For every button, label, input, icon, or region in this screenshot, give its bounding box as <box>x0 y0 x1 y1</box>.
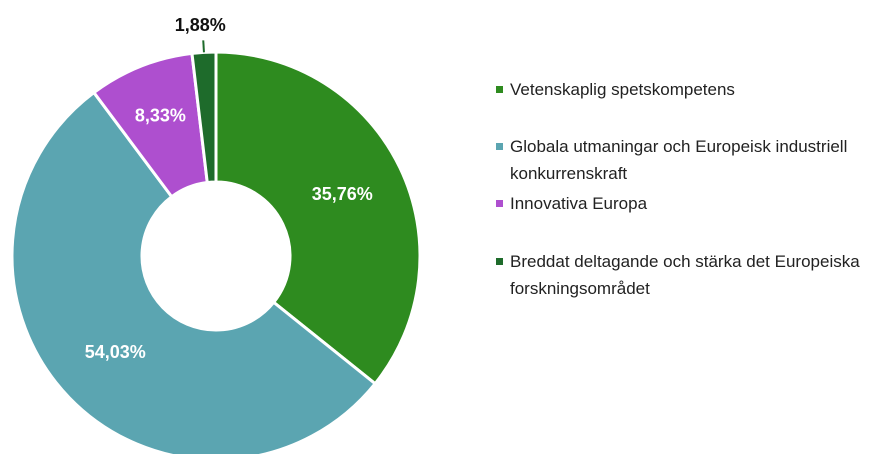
legend-label: Globala utmaningar och Europeisk industr… <box>510 137 848 183</box>
legend-swatch <box>496 86 503 93</box>
slice <box>190 50 218 185</box>
value-label: 35,76% <box>312 184 373 204</box>
value-label: 8,33% <box>135 105 186 125</box>
slice <box>10 90 378 454</box>
leader-line <box>202 40 205 53</box>
legend-item: Innovativa Europa <box>496 190 866 217</box>
legend-item: Vetenskaplig spetskompetens <box>496 76 866 103</box>
legend-label: Breddat deltagande och stärka det Europe… <box>510 252 860 298</box>
value-label: 1,88% <box>175 15 226 35</box>
legend-swatch <box>496 143 503 150</box>
legend-swatch <box>496 200 503 207</box>
legend-item: Globala utmaningar och Europeisk industr… <box>496 133 866 187</box>
legend-label: Innovativa Europa <box>510 194 648 213</box>
slice <box>214 50 422 386</box>
value-label: 54,03% <box>85 342 146 362</box>
legend-label: Vetenskaplig spetskompetens <box>510 80 735 99</box>
legend-swatch <box>496 258 503 265</box>
legend-item: Breddat deltagande och stärka det Europe… <box>496 248 866 302</box>
